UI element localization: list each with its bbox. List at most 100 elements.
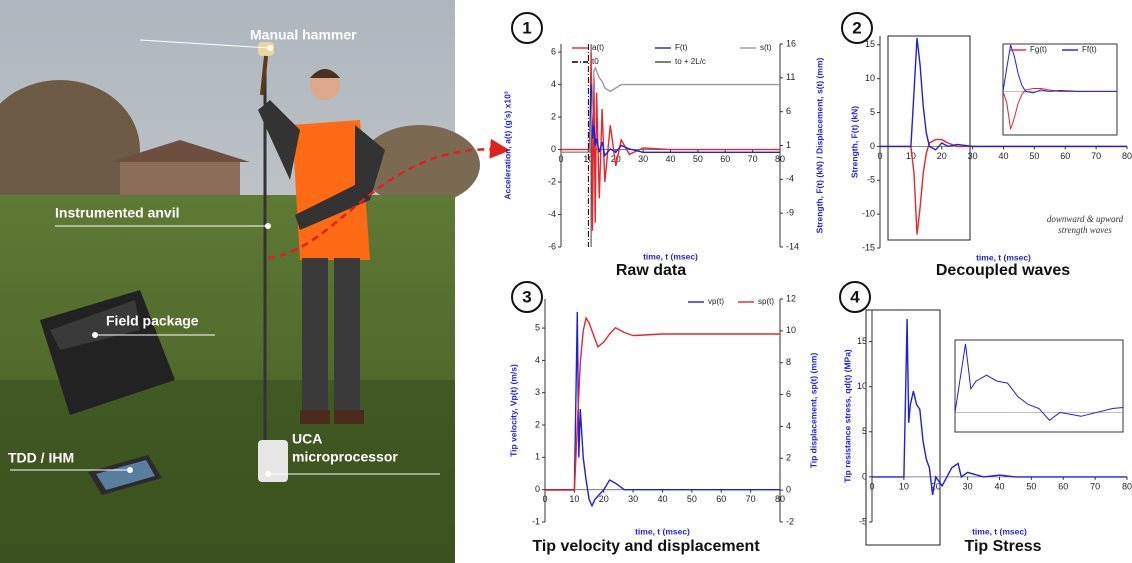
x-tick-label: 70 [746, 494, 756, 504]
legend-label: F(t) [675, 43, 688, 52]
x-tick-label: 30 [638, 154, 648, 164]
y-tick-label: 10 [857, 381, 867, 391]
x-tick-label: 20 [931, 481, 941, 491]
y2-tick-label: 10 [786, 325, 796, 335]
x-tick-label: 50 [693, 154, 703, 164]
badge-number: 1 [522, 18, 531, 37]
chart-caption: Raw data [616, 262, 686, 279]
y2-tick-label: 4 [786, 421, 791, 431]
x-tick-label: 40 [665, 154, 675, 164]
y2-tick-label: -4 [786, 174, 794, 184]
y-tick-label: -1 [532, 516, 540, 526]
badge-number: 4 [850, 287, 860, 306]
y-axis-label: Tip velocity, Vp(t) (m/s) [508, 364, 518, 457]
x-tick-label: 70 [1090, 481, 1100, 491]
x-tick-label: 50 [1029, 151, 1039, 161]
y-axis-label: Tip resistance stress, qd(t) (MPa) [842, 349, 852, 483]
y2-tick-label: 0 [786, 485, 791, 495]
series-line [545, 311, 780, 508]
x-tick-label: 70 [1091, 151, 1101, 161]
y-tick-label: -2 [548, 176, 556, 186]
x-tick-label: 30 [968, 151, 978, 161]
x-tick-label: 80 [1122, 481, 1132, 491]
y-tick-label: -5 [859, 516, 867, 526]
legend-label: to + 2L/c [675, 57, 706, 66]
y2-tick-label: 8 [786, 357, 791, 367]
y-tick-label: 3 [535, 387, 540, 397]
y-tick-label: -15 [862, 242, 875, 252]
y2-tick-label: -9 [786, 208, 794, 218]
y-tick-label: 0 [870, 141, 875, 151]
badge-circle [511, 12, 543, 44]
photo-label: Manual hammer [250, 27, 357, 43]
y2-tick-label: 16 [786, 38, 796, 48]
series-line [880, 37, 1127, 151]
link-arrow [267, 138, 510, 260]
inset-series-line [1003, 44, 1117, 94]
x-tick-label: 30 [963, 481, 973, 491]
y-tick-label: 4 [535, 355, 540, 365]
y-tick-label: 15 [857, 336, 867, 346]
x-tick-label: 80 [1122, 151, 1132, 161]
x-tick-label: 30 [628, 494, 638, 504]
y-tick-label: 0 [862, 471, 867, 481]
photo-label: TDD / IHM [8, 450, 74, 466]
y2-tick-label: 11 [786, 72, 795, 82]
badge-number: 3 [522, 287, 531, 306]
y-tick-label: 5 [870, 107, 875, 117]
x-tick-label: 60 [1060, 151, 1070, 161]
photo-label: Instrumented anvil [55, 205, 179, 221]
legend-label: a(t) [592, 43, 604, 52]
inset-series-line [1003, 88, 1117, 130]
x-tick-label: 10 [906, 151, 916, 161]
x-tick-label: 20 [611, 154, 621, 164]
legend-label: Ff(t) [1082, 45, 1097, 54]
y2-tick-label: -14 [786, 241, 799, 251]
y-tick-label: 2 [551, 111, 556, 121]
series-line [872, 318, 1127, 496]
x-axis-label: time, t (msec) [635, 526, 690, 536]
y-tick-label: 15 [865, 39, 875, 49]
legend-label: vp(t) [708, 297, 724, 306]
badge-number: 2 [852, 18, 861, 37]
y-tick-label: -6 [548, 241, 556, 251]
badge-circle [511, 281, 543, 313]
x-tick-label: 40 [994, 481, 1004, 491]
x-tick-label: 0 [869, 481, 874, 491]
x-axis-label: time, t (msec) [972, 526, 1027, 536]
legend-label: sp(t) [758, 297, 774, 306]
y-tick-label: 2 [535, 419, 540, 429]
badge-circle [839, 281, 871, 313]
annotation: downward & upward [1047, 214, 1124, 224]
y-tick-label: 5 [862, 426, 867, 436]
legend-label: t0 [592, 57, 599, 66]
x-tick-label: 50 [1026, 481, 1036, 491]
x-axis-label: time, t (msec) [976, 252, 1031, 262]
inset-frame [1002, 43, 1118, 136]
photo: Manual hammer Instrumented anvil Field p… [0, 0, 510, 563]
y2-tick-label: 1 [786, 140, 791, 150]
y-tick-label: -4 [548, 209, 556, 219]
y-tick-label: -10 [862, 209, 875, 219]
badge-circle [841, 12, 873, 44]
inset-series-line [955, 343, 1123, 421]
inset-frame [954, 339, 1124, 433]
x-tick-label: 60 [1058, 481, 1068, 491]
y2-axis-label: Strength, F(t) (kN) / Displacement, s(t)… [814, 58, 824, 234]
x-tick-label: 80 [775, 494, 785, 504]
x-tick-label: 50 [687, 494, 697, 504]
y2-tick-label: 2 [786, 453, 791, 463]
y2-axis-label: Tip displacement, sp(t) (mm) [808, 353, 818, 469]
y2-tick-label: 6 [786, 106, 791, 116]
y-tick-label: 6 [551, 46, 556, 56]
photo-label: UCA [292, 431, 322, 447]
x-tick-label: 20 [937, 151, 947, 161]
y-axis-label: Strength, F(t) (kN) [849, 106, 859, 178]
y-tick-label: 1 [535, 452, 540, 462]
chart-caption: Decoupled waves [936, 262, 1070, 279]
legend-label: s(t) [760, 43, 772, 52]
series-line [561, 65, 780, 153]
x-tick-label: 80 [775, 154, 785, 164]
y2-tick-label: -2 [786, 516, 794, 526]
y-tick-label: 0 [535, 484, 540, 494]
